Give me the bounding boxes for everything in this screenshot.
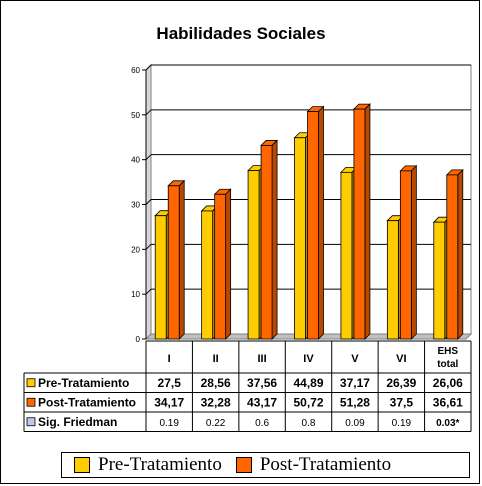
row-label: Sig. Friedman (38, 415, 117, 429)
bar (247, 170, 260, 340)
row-key-swatch (26, 378, 36, 388)
legend-label-post: Post-Tratamiento (259, 454, 392, 475)
bar (399, 170, 412, 340)
row-label: Pre-Tratamiento (38, 376, 129, 390)
data-label: 0.09 (345, 418, 365, 429)
data-label: 0.19 (392, 418, 412, 429)
data-label: 37,17 (340, 376, 370, 390)
y-tick-label: 50 (131, 111, 140, 120)
data-label: 43,17 (247, 395, 277, 409)
category-label: EHS (438, 346, 459, 357)
bar-side (225, 188, 232, 340)
row-label: Post-Tratamiento (38, 395, 136, 409)
category-label: VI (396, 353, 406, 365)
bar (386, 220, 399, 340)
data-label: 0.6 (255, 418, 269, 429)
bar-side (410, 164, 417, 340)
data-label: 0.03* (436, 418, 459, 429)
row-key-swatch (26, 397, 36, 407)
bar-side (457, 168, 464, 340)
data-label: 32,28 (201, 395, 231, 409)
bar-side (178, 179, 185, 340)
bar (167, 185, 180, 340)
legend-item-post: Post-Tratamiento (235, 454, 392, 476)
y-tick-label: 0 (136, 335, 141, 344)
bar-side (364, 103, 371, 340)
y-tick-label: 40 (131, 156, 140, 165)
gridline-diag (145, 199, 152, 205)
y-tick-label: 10 (131, 290, 140, 299)
y-tick-label: 30 (131, 201, 140, 210)
data-label: 27,5 (158, 376, 182, 390)
legend-swatch-post (235, 457, 252, 473)
bar (214, 193, 227, 340)
bar (353, 108, 366, 340)
gridline-diag (145, 243, 152, 250)
data-label: 0.19 (159, 418, 179, 429)
bar (340, 171, 353, 340)
data-label: 37,56 (247, 376, 277, 390)
data-label: 26,39 (386, 376, 416, 390)
y-tick-label: 20 (131, 245, 140, 254)
bar (307, 111, 319, 340)
bar (446, 174, 459, 340)
data-label: 0.22 (206, 418, 226, 429)
bar (201, 210, 214, 340)
gridline-diag (145, 64, 152, 71)
data-label: 37,5 (390, 395, 414, 409)
data-label: 0.8 (302, 418, 316, 429)
data-label: 44,89 (293, 376, 323, 390)
category-label: II (213, 353, 219, 365)
legend-swatch-pre (74, 457, 90, 473)
legend: Pre-Tratamiento Post-Tratamiento (61, 452, 470, 478)
category-label: V (351, 353, 359, 365)
bar-side (271, 139, 278, 340)
y-tick-label: 60 (131, 66, 140, 75)
bar (154, 215, 167, 340)
data-label: 28,56 (201, 376, 231, 390)
bar (260, 145, 273, 340)
legend-label-pre: Pre-Tratamiento (98, 454, 222, 475)
chart-title: Habilidades Sociales (156, 24, 326, 43)
category-label: IV (303, 353, 314, 365)
category-label: I (168, 353, 171, 365)
data-label: 36,61 (433, 395, 463, 409)
gridline-diag (145, 154, 152, 161)
category-label: III (257, 353, 266, 365)
category-label: total (437, 359, 458, 370)
row-key-swatch (26, 417, 36, 427)
data-label: 50,72 (293, 395, 323, 409)
bar (433, 221, 446, 340)
data-label: 26,06 (433, 376, 463, 390)
legend-item-pre: Pre-Tratamiento (74, 454, 222, 476)
gridline-diag (145, 109, 152, 116)
data-label: 34,17 (154, 395, 184, 409)
gridline-diag (145, 288, 152, 295)
data-label: 51,28 (340, 395, 370, 409)
bar-side (318, 105, 324, 340)
bar (294, 137, 306, 340)
